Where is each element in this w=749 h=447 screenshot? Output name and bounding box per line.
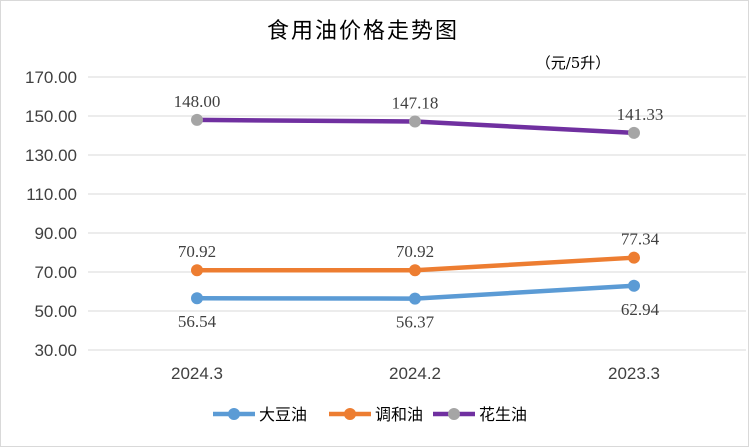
legend-item: 大豆油: [213, 405, 307, 424]
y-axis-ticks: 170.00 150.00 130.00 110.00 90.00 70.00 50.00 3…: [25, 68, 77, 360]
legend-item: 调和油: [329, 405, 423, 424]
x-tick-label: 2023.3: [608, 364, 660, 383]
y-tick-label: 50.00: [34, 302, 77, 321]
data-label: 148.00: [174, 92, 221, 111]
series-3: [191, 113, 640, 139]
data-point: [628, 126, 640, 139]
data-label: 70.92: [178, 242, 216, 261]
data-label: 141.33: [617, 105, 664, 124]
x-tick-label: 2024.3: [171, 364, 223, 383]
y-tick-label: 170.00: [25, 68, 77, 87]
y-tick-label: 90.00: [34, 224, 77, 243]
legend-label: 调和油: [375, 405, 423, 424]
data-label: 147.18: [392, 93, 439, 112]
legend-label: 大豆油: [259, 405, 307, 424]
x-axis-ticks: 2024.3 2024.2 2023.3: [171, 364, 660, 383]
data-label: 56.54: [178, 312, 217, 331]
data-label: 77.34: [621, 230, 660, 249]
series-2: [191, 251, 640, 277]
data-label: 56.37: [396, 313, 435, 332]
data-point: [409, 292, 421, 305]
legend-marker: [448, 408, 460, 420]
data-label: 70.92: [396, 242, 434, 261]
legend-marker: [344, 408, 356, 420]
y-tick-label: 110.00: [26, 185, 77, 204]
y-tick-label: 30.00: [34, 341, 77, 360]
data-point: [628, 279, 640, 292]
data-point: [409, 264, 421, 277]
data-point: [191, 292, 203, 305]
data-point: [191, 113, 203, 126]
x-tick-label: 2024.2: [389, 364, 441, 383]
legend-marker: [228, 408, 240, 420]
unit-note: （元/5升）: [536, 54, 611, 72]
y-tick-label: 130.00: [25, 146, 77, 165]
series-1: [191, 279, 640, 305]
data-label: 62.94: [621, 300, 660, 319]
data-point: [191, 264, 203, 277]
legend-label: 花生油: [479, 405, 527, 424]
data-labels: 56.54 56.37 62.94 70.92 70.92 77.34 148.00 147.…: [174, 92, 664, 332]
data-point: [409, 115, 421, 128]
y-tick-label: 70.00: [34, 263, 77, 282]
series-group: [191, 113, 640, 305]
chart-title: 食用油价格走势图: [267, 19, 459, 44]
data-point: [628, 251, 640, 264]
legend: 大豆油 调和油 花生油: [213, 405, 527, 424]
legend-item: 花生油: [433, 405, 527, 424]
y-tick-label: 150.00: [25, 107, 77, 126]
